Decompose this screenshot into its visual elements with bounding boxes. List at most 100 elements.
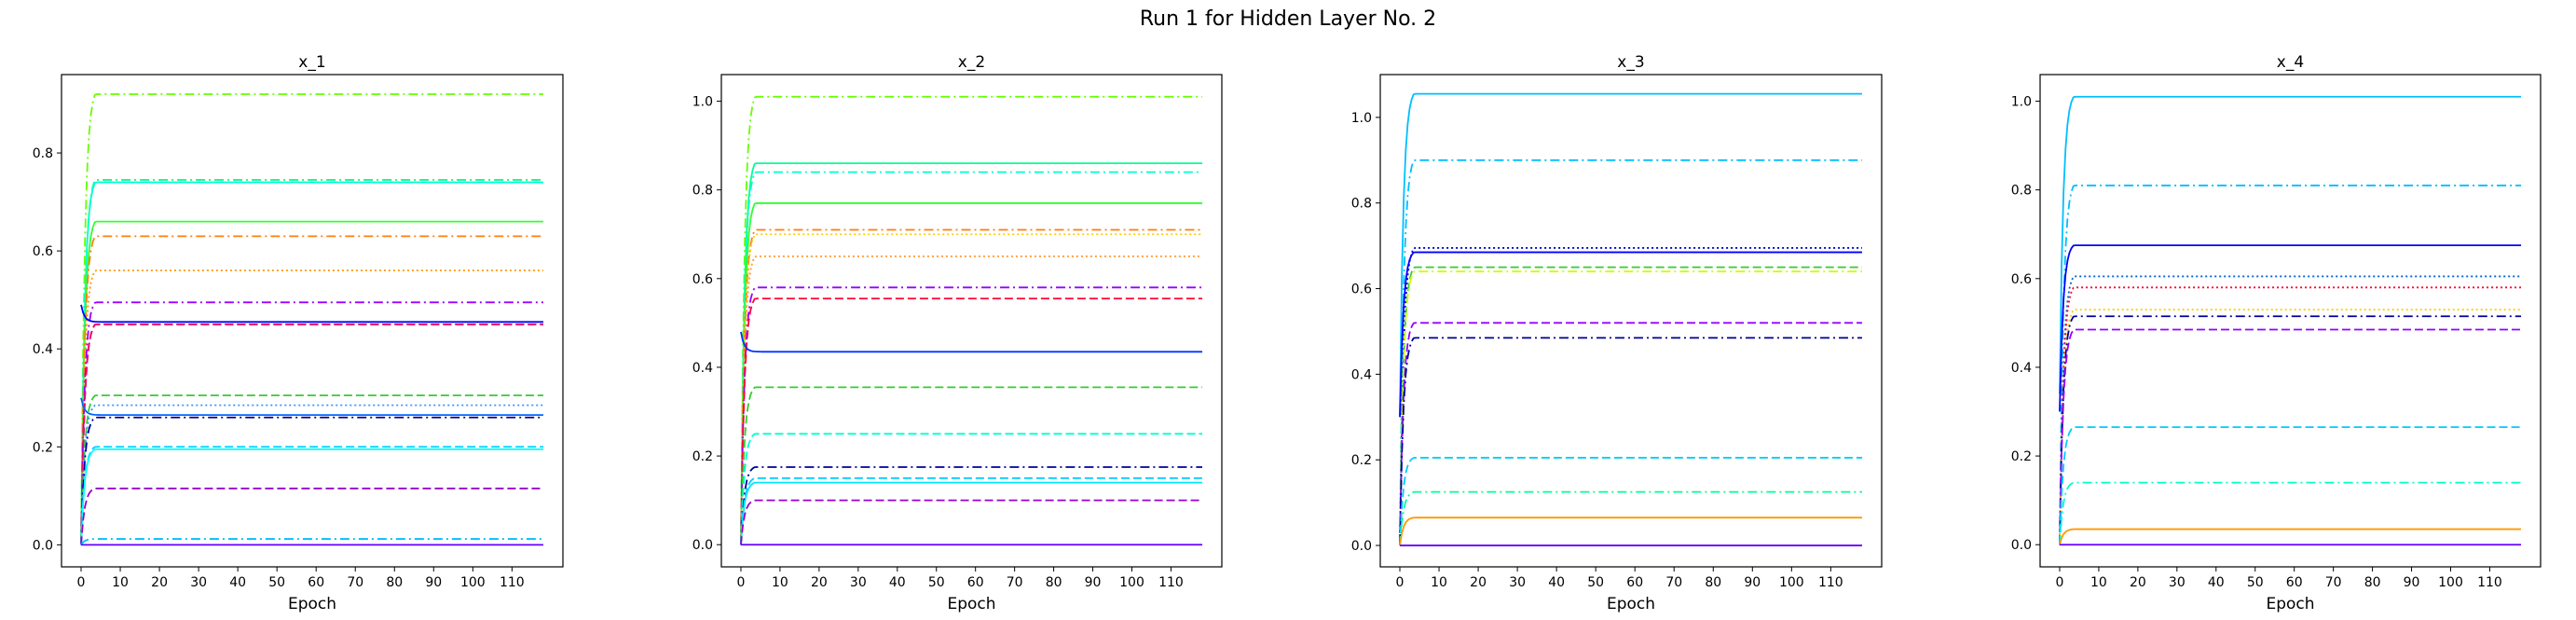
axes-frame [720,74,1223,568]
series-line-6 [2059,309,2522,545]
x-tick-label: 30 [1509,575,1526,590]
axes-frame [2039,74,2542,568]
series-line-1 [740,95,1203,545]
y-tick-label: 0.0 [33,538,53,553]
series-line-2 [80,179,543,545]
x-tick-label: 0 [1396,575,1404,590]
x-tick-label: 80 [1705,575,1721,590]
series-line-16 [740,499,1203,545]
series-lines [740,95,1203,546]
series-line-4 [2059,275,2522,545]
y-tick-label: 0.8 [1351,197,1372,212]
x-tick-label: 50 [928,575,945,590]
series-line-4 [740,202,1203,545]
y-tick-label: 0.2 [33,440,53,455]
series-line-7 [2059,315,2522,545]
x-tick-label: 50 [268,575,285,590]
x-tick-label: 100 [1779,575,1804,590]
series-line-3 [1399,247,1862,546]
x-tick-label: 50 [2247,575,2264,590]
x-tick-label: 110 [500,575,525,590]
x-tick-label: 60 [308,575,324,590]
x-tick-label: 90 [425,575,442,590]
x-tick-label: 70 [1665,575,1682,590]
x-tick-label: 100 [2438,575,2463,590]
series-line-2 [740,162,1203,545]
x-tick-label: 100 [1119,575,1144,590]
series-line-2 [2059,185,2522,545]
x-tick-label: 70 [1007,575,1023,590]
series-line-4 [1399,251,1862,418]
series-line-13 [740,466,1203,545]
series-line-7 [1399,322,1862,546]
series-line-16 [80,448,543,545]
series-line-15 [80,446,543,545]
series-line-18 [80,538,543,545]
x-tick-label: 20 [811,575,828,590]
x-tick-label: 70 [347,575,363,590]
y-tick-label: 0.0 [1351,539,1372,554]
y-tick-label: 0.8 [33,146,53,161]
x-tick-label: 70 [2325,575,2342,590]
series-line-11 [1399,517,1862,546]
series-line-6 [80,269,543,545]
x-tick-label: 10 [2090,575,2107,590]
series-lines [1399,92,1862,546]
series-line-11 [740,386,1203,545]
y-tick-label: 0.8 [692,184,713,199]
x-tick-label: 60 [2286,575,2303,590]
series-line-9 [740,297,1203,545]
x-tick-label: 10 [1431,575,1447,590]
x-tick-label: 60 [967,575,984,590]
series-line-14 [740,476,1203,545]
series-line-1 [2059,95,2522,394]
series-line-8 [2059,328,2522,545]
y-tick-label: 0.4 [692,361,713,376]
y-tick-label: 1.0 [1351,111,1372,126]
x-tick-label: 90 [1085,575,1102,590]
series-line-2 [1399,158,1862,546]
y-tick-label: 0.6 [2011,272,2032,287]
y-tick-label: 0.4 [33,342,53,357]
x-tick-label: 110 [2477,575,2502,590]
y-tick-label: 0.6 [692,272,713,287]
y-tick-label: 0.4 [1351,367,1372,382]
subplot-title: x_3 [1617,53,1644,72]
series-line-6 [740,233,1203,545]
y-tick-label: 1.0 [2011,95,2032,110]
figure-title: Run 1 for Hidden Layer No. 2 [1140,7,1436,31]
series-line-5 [740,228,1203,545]
x-tick-label: 100 [460,575,486,590]
subplot-3: x_3 0 10 20 30 40 50 60 70 80 90 100 110 0.0 0.2 0.4 0.6… [1351,53,1883,613]
x-tick-label: 80 [1046,575,1062,590]
series-line-5 [2059,286,2522,545]
x-tick-label: 110 [1158,575,1184,590]
y-tick-label: 0.2 [692,449,713,464]
series-line-17 [80,488,543,545]
y-tick-label: 0.6 [1351,282,1372,297]
x-axis-label: Epoch [1607,595,1655,613]
series-line-6 [1399,270,1862,546]
x-tick-label: 30 [2169,575,2185,590]
x-tick-label: 10 [112,575,129,590]
x-tick-label: 110 [1818,575,1843,590]
y-tick-label: 1.0 [692,95,713,110]
x-tick-label: 60 [1626,575,1643,590]
subplots-container: x_10 10 20 30 40 50 60 70 80 90 100 1100.00.20.40.6… [33,53,2542,613]
x-tick-label: 0 [2056,575,2064,590]
series-line-9 [80,324,543,545]
series-lines [2059,95,2522,546]
y-tick-label: 0.6 [33,244,53,259]
subplot-title: x_2 [958,53,985,72]
subplot-title: x_1 [298,53,325,72]
series-line-10 [1399,490,1862,546]
series-line-11 [80,394,543,545]
series-lines [80,93,543,546]
y-tick-label: 0.2 [2011,449,2032,464]
x-tick-label: 20 [151,575,168,590]
series-line-3 [740,171,1203,545]
series-line-1 [80,93,543,545]
x-tick-label: 40 [889,575,906,590]
x-tick-label: 20 [2130,575,2146,590]
x-axis-label: Epoch [947,595,995,613]
